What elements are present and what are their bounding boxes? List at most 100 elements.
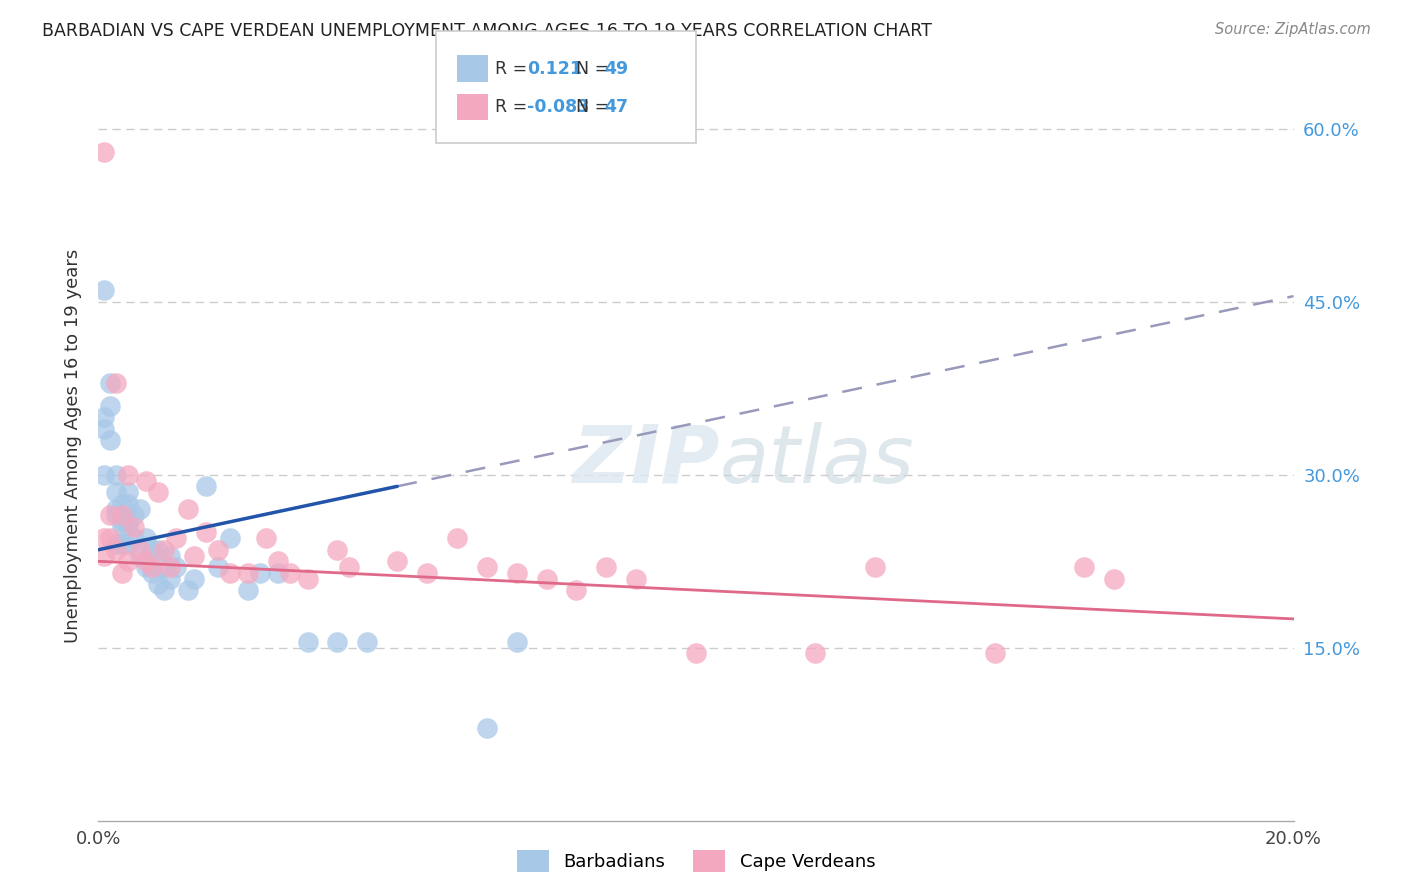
Point xyxy=(98,508,122,523)
Point xyxy=(111,519,134,533)
Point xyxy=(129,502,152,516)
Point xyxy=(595,560,617,574)
Point xyxy=(177,502,200,516)
Point xyxy=(804,647,827,661)
Point xyxy=(984,647,1007,661)
Point xyxy=(236,583,259,598)
Point xyxy=(165,531,187,545)
Point xyxy=(105,502,128,516)
Point xyxy=(159,549,181,563)
Text: R =: R = xyxy=(495,98,527,116)
Point xyxy=(117,537,139,551)
Point xyxy=(135,554,157,568)
Point xyxy=(195,525,218,540)
Point xyxy=(111,508,134,523)
Text: 47: 47 xyxy=(605,98,628,116)
Point xyxy=(105,485,128,500)
Point xyxy=(111,514,134,528)
Point xyxy=(148,485,170,500)
Point xyxy=(93,410,115,425)
Point xyxy=(254,531,277,545)
Point xyxy=(207,542,229,557)
Text: ZIP: ZIP xyxy=(572,422,720,500)
Text: 0.121: 0.121 xyxy=(527,60,582,78)
Point xyxy=(135,474,157,488)
Point xyxy=(236,566,259,580)
Point xyxy=(111,497,134,511)
Point xyxy=(135,531,157,545)
Point xyxy=(124,531,146,545)
Point xyxy=(117,554,139,568)
Point xyxy=(93,531,115,545)
Point xyxy=(117,514,139,528)
Point xyxy=(98,399,122,413)
Text: Source: ZipAtlas.com: Source: ZipAtlas.com xyxy=(1215,22,1371,37)
Point xyxy=(153,583,176,598)
Point xyxy=(165,560,187,574)
Point xyxy=(141,542,163,557)
Point xyxy=(105,537,128,551)
Point xyxy=(297,635,319,649)
Text: N =: N = xyxy=(576,60,610,78)
Point xyxy=(135,560,157,574)
Point xyxy=(141,560,163,574)
Point xyxy=(626,572,648,586)
Point xyxy=(93,145,115,159)
Point xyxy=(267,566,290,580)
Point xyxy=(105,508,128,523)
Point xyxy=(1073,560,1095,574)
Point xyxy=(385,554,409,568)
Point xyxy=(117,497,139,511)
Text: -0.083: -0.083 xyxy=(527,98,589,116)
Point xyxy=(506,566,529,580)
Point xyxy=(685,647,707,661)
Point xyxy=(326,635,349,649)
Point xyxy=(297,572,319,586)
Point xyxy=(111,537,134,551)
Point xyxy=(105,467,128,482)
Point xyxy=(536,572,558,586)
Point xyxy=(111,566,134,580)
Point xyxy=(219,531,242,545)
Point xyxy=(98,434,122,448)
Point xyxy=(148,577,170,591)
Point xyxy=(506,635,529,649)
Point xyxy=(153,542,176,557)
Text: atlas: atlas xyxy=(720,422,915,500)
Text: R =: R = xyxy=(495,60,527,78)
Point xyxy=(93,422,115,436)
Point xyxy=(129,549,152,563)
Point xyxy=(141,566,163,580)
Point xyxy=(475,722,498,736)
Point xyxy=(93,549,115,563)
Point xyxy=(356,635,378,649)
Point xyxy=(117,467,139,482)
Point xyxy=(105,376,128,390)
Point xyxy=(183,572,205,586)
Point xyxy=(416,566,439,580)
Point xyxy=(124,519,146,533)
Y-axis label: Unemployment Among Ages 16 to 19 years: Unemployment Among Ages 16 to 19 years xyxy=(63,249,82,643)
Point xyxy=(183,549,205,563)
Point xyxy=(148,542,170,557)
Text: 49: 49 xyxy=(605,60,628,78)
Point xyxy=(117,485,139,500)
Point xyxy=(446,531,468,545)
Point xyxy=(195,479,218,493)
Point xyxy=(93,467,115,482)
Point xyxy=(124,508,146,523)
Text: N =: N = xyxy=(576,98,610,116)
Point xyxy=(219,566,242,580)
Point xyxy=(153,560,176,574)
Point xyxy=(326,542,349,557)
Point xyxy=(1104,572,1126,586)
Point xyxy=(105,542,128,557)
Point xyxy=(98,376,122,390)
Point xyxy=(865,560,887,574)
Point xyxy=(565,583,588,598)
Legend: Barbadians, Cape Verdeans: Barbadians, Cape Verdeans xyxy=(509,843,883,879)
Point xyxy=(159,560,181,574)
Point xyxy=(475,560,498,574)
Point xyxy=(129,542,152,557)
Point xyxy=(278,566,301,580)
